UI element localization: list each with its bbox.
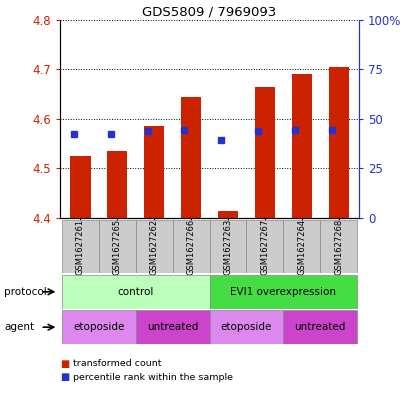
Bar [292,74,312,218]
Text: percentile rank within the sample: percentile rank within the sample [73,373,233,382]
Text: ■: ■ [60,358,69,369]
Bar [62,220,99,273]
Bar [255,86,275,218]
Bar [136,220,173,273]
Text: EVI1 overexpression: EVI1 overexpression [230,287,336,297]
Bar [107,151,127,218]
Text: GSM1627261: GSM1627261 [76,219,85,275]
Bar [283,310,357,344]
Text: GSM1627264: GSM1627264 [297,219,306,275]
Bar [62,275,210,309]
Bar [210,220,247,273]
Bar [136,310,210,344]
Bar [210,275,357,309]
Text: etoposide: etoposide [73,322,124,332]
Text: GSM1627266: GSM1627266 [187,219,195,275]
Text: etoposide: etoposide [221,322,272,332]
Text: GSM1627268: GSM1627268 [334,219,343,275]
Text: GSM1627262: GSM1627262 [150,219,159,275]
Bar [218,211,238,218]
Text: untreated: untreated [295,322,346,332]
Bar [70,156,90,218]
Bar [62,310,136,344]
Text: GSM1627263: GSM1627263 [224,219,232,275]
Text: control: control [117,287,154,297]
Text: agent: agent [4,322,34,332]
Bar [329,67,349,218]
Bar [320,220,357,273]
Text: GSM1627267: GSM1627267 [260,219,269,275]
Bar [99,220,136,273]
Title: GDS5809 / 7969093: GDS5809 / 7969093 [142,6,277,18]
Bar [247,220,283,273]
Text: untreated: untreated [147,322,198,332]
Bar [181,97,201,218]
Bar [144,126,164,218]
Bar [210,310,283,344]
Text: GSM1627265: GSM1627265 [113,219,122,275]
Text: ■: ■ [60,372,69,382]
Bar [173,220,210,273]
Text: transformed count: transformed count [73,359,161,368]
Bar [283,220,320,273]
Text: protocol: protocol [4,287,47,297]
